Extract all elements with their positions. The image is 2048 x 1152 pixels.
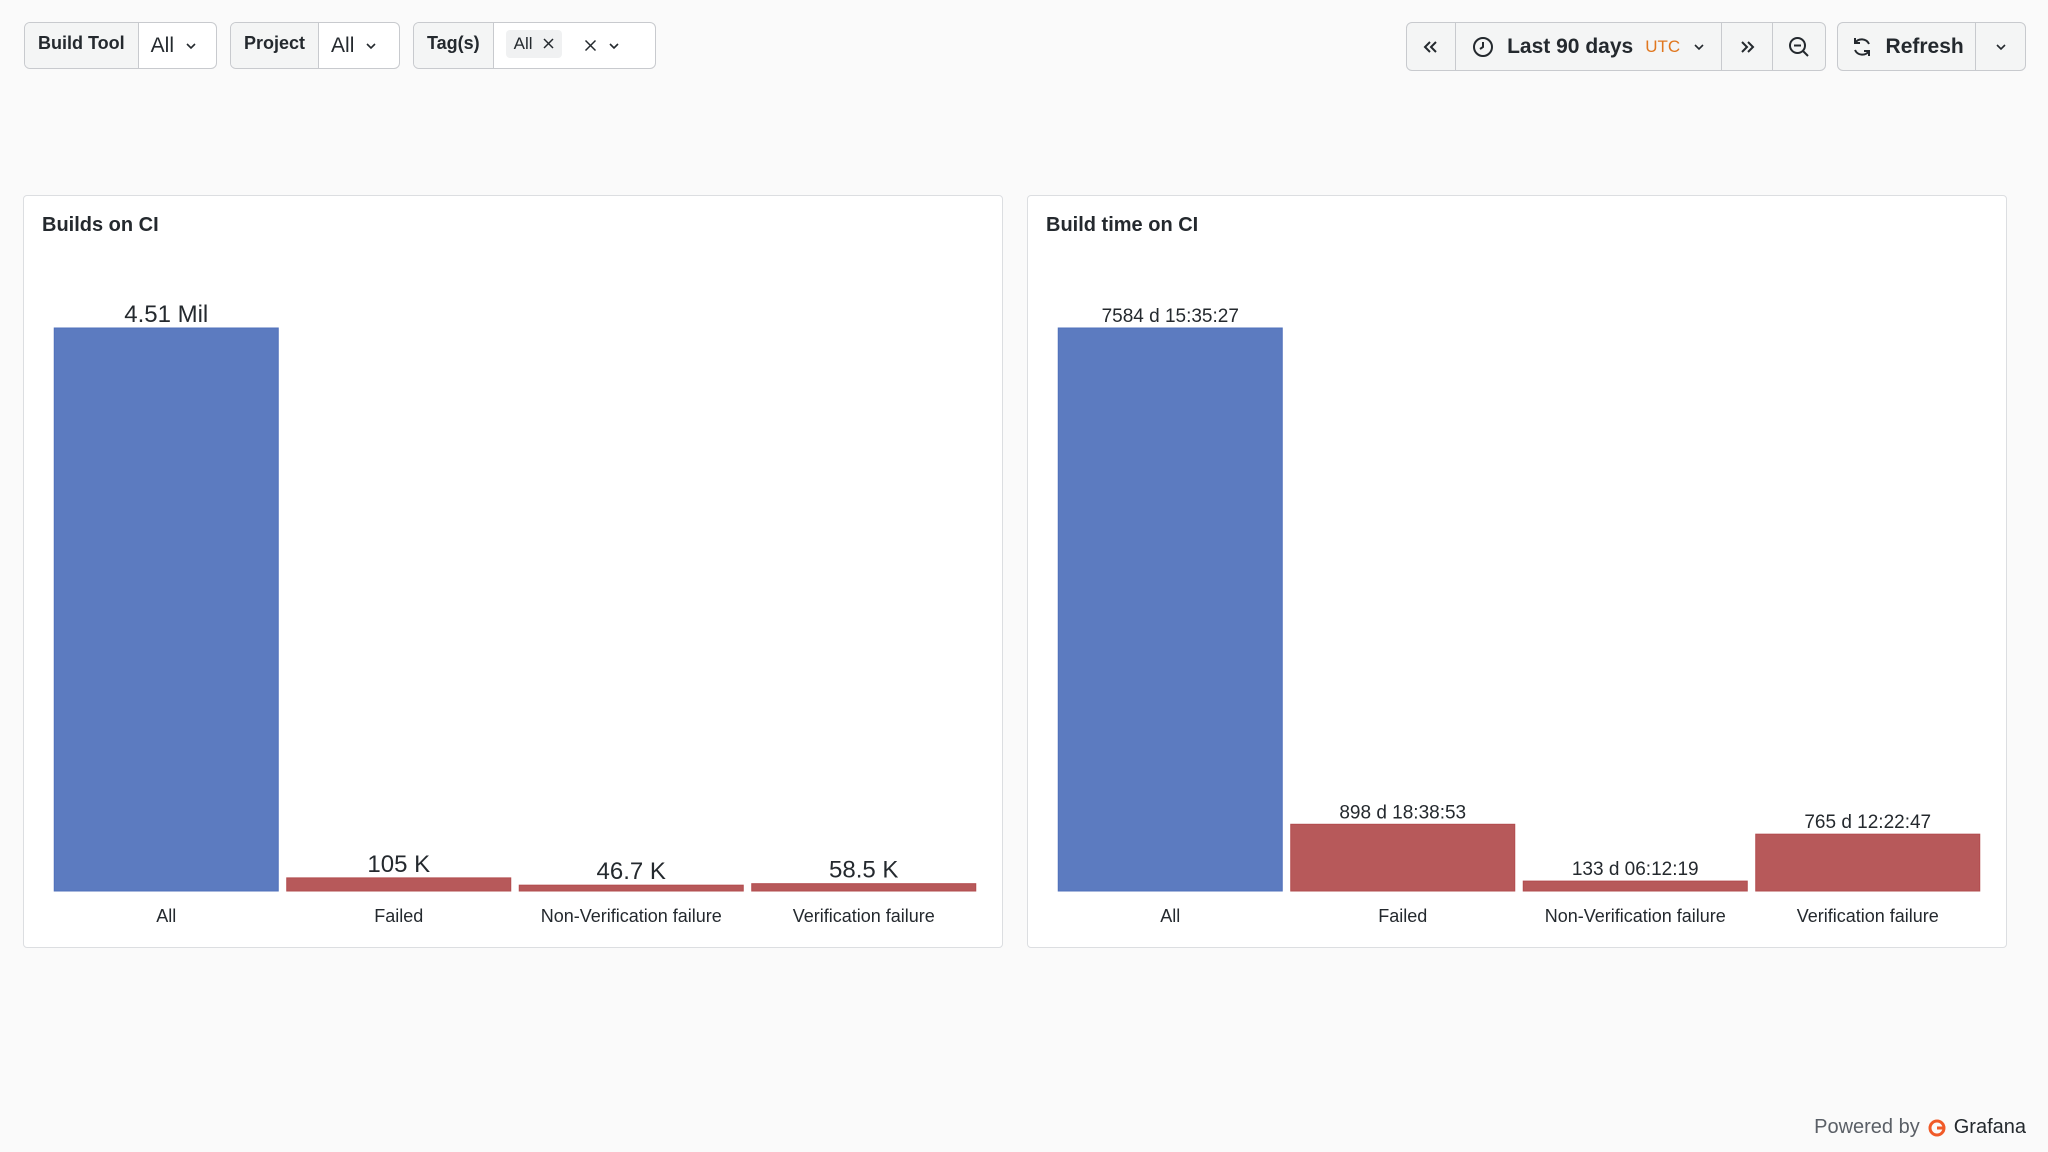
- time-picker-group: Last 90 days UTC: [1406, 22, 1826, 71]
- panel-title: Builds on CI: [42, 214, 159, 236]
- project-value: All: [331, 33, 355, 57]
- powered-by-label: Powered by: [1814, 1116, 1920, 1138]
- category-label: Verification failure: [1797, 906, 1939, 926]
- category-label: Failed: [1378, 906, 1427, 926]
- builds-on-ci-panel: Builds on CI 4.51 Mil All 105 K Failed 46.7 …: [23, 195, 1003, 948]
- tag-value: All: [513, 33, 533, 53]
- build-tool-value: All: [150, 33, 174, 57]
- chevron-down-icon: [184, 39, 198, 53]
- tags-filter: Tag(s) All: [413, 22, 656, 69]
- category-label: Verification failure: [793, 906, 935, 926]
- category-label: All: [156, 906, 176, 926]
- bar-all[interactable]: [1057, 327, 1283, 892]
- bar-value-label: 105 K: [367, 851, 430, 878]
- refresh-interval-dropdown[interactable]: [1976, 23, 2025, 70]
- refresh-button[interactable]: Refresh: [1838, 23, 1977, 70]
- build-time-bar-chart: 7584 d 15:35:27 All 898 d 18:38:53 Failed 13…: [1057, 306, 1981, 926]
- bar-value-label: 7584 d 15:35:27: [1102, 306, 1239, 327]
- builds-bar-chart: 4.51 Mil All 105 K Failed 46.7 K Non-Verifica…: [53, 301, 977, 926]
- bar-verification-failure[interactable]: [1755, 833, 1981, 892]
- remove-tag-icon[interactable]: [543, 34, 554, 54]
- shift-back-button[interactable]: [1407, 23, 1456, 70]
- chevron-down-icon: [1994, 40, 2008, 54]
- tag-pill: All: [505, 29, 562, 58]
- bar-non-verification-failure[interactable]: [1522, 880, 1748, 892]
- category-label: All: [1160, 906, 1180, 926]
- bar-value-label: 765 d 12:22:47: [1804, 812, 1931, 833]
- chevron-down-icon: [607, 39, 621, 53]
- shift-forward-button[interactable]: [1722, 23, 1774, 70]
- build-tool-select[interactable]: All: [139, 23, 210, 68]
- category-label: Non-Verification failure: [1545, 906, 1726, 926]
- powered-by: Powered by Grafana: [1814, 1116, 2026, 1139]
- tags-select[interactable]: All: [494, 23, 633, 68]
- grafana-logo-icon: [1928, 1119, 1946, 1136]
- bar-failed[interactable]: [286, 877, 512, 892]
- double-chevron-right-icon: [1741, 40, 1755, 53]
- project-select[interactable]: All: [319, 23, 390, 68]
- category-label: Failed: [374, 906, 423, 926]
- project-filter: Project All: [230, 22, 400, 69]
- refresh-group: Refresh: [1837, 22, 2026, 71]
- brand-label: Grafana: [1953, 1116, 2026, 1138]
- bar-verification-failure[interactable]: [751, 883, 977, 892]
- bar-value-label: 58.5 K: [829, 857, 898, 884]
- clock-icon: [1473, 36, 1494, 57]
- bar-non-verification-failure[interactable]: [518, 884, 744, 892]
- refresh-label: Refresh: [1885, 34, 1964, 58]
- zoom-out-icon: [1789, 36, 1809, 57]
- project-label: Project: [231, 23, 320, 68]
- panel-title: Build time on CI: [1046, 214, 1199, 236]
- bar-all[interactable]: [53, 327, 279, 892]
- category-label: Non-Verification failure: [541, 906, 722, 926]
- build-tool-filter: Build Tool All: [24, 22, 217, 69]
- build-time-on-ci-panel: Build time on CI 7584 d 15:35:27 All 898 d…: [1027, 195, 2007, 948]
- chevron-down-icon: [364, 39, 378, 53]
- bar-value-label: 133 d 06:12:19: [1572, 859, 1699, 880]
- time-range-picker[interactable]: Last 90 days UTC: [1455, 23, 1723, 70]
- double-chevron-left-icon: [1423, 40, 1437, 53]
- bar-value-label: 4.51 Mil: [124, 301, 208, 328]
- build-tool-label: Build Tool: [25, 23, 139, 68]
- clear-icon[interactable]: [584, 34, 597, 58]
- chevron-down-icon: [1692, 40, 1706, 54]
- timezone-label: UTC: [1645, 36, 1681, 56]
- bar-value-label: 46.7 K: [597, 858, 666, 885]
- time-range-label: Last 90 days: [1507, 34, 1634, 58]
- refresh-icon: [1853, 37, 1870, 56]
- zoom-out-button[interactable]: [1773, 23, 1825, 70]
- bar-failed[interactable]: [1290, 823, 1516, 892]
- bar-value-label: 898 d 18:38:53: [1339, 802, 1466, 823]
- tags-label: Tag(s): [414, 23, 494, 68]
